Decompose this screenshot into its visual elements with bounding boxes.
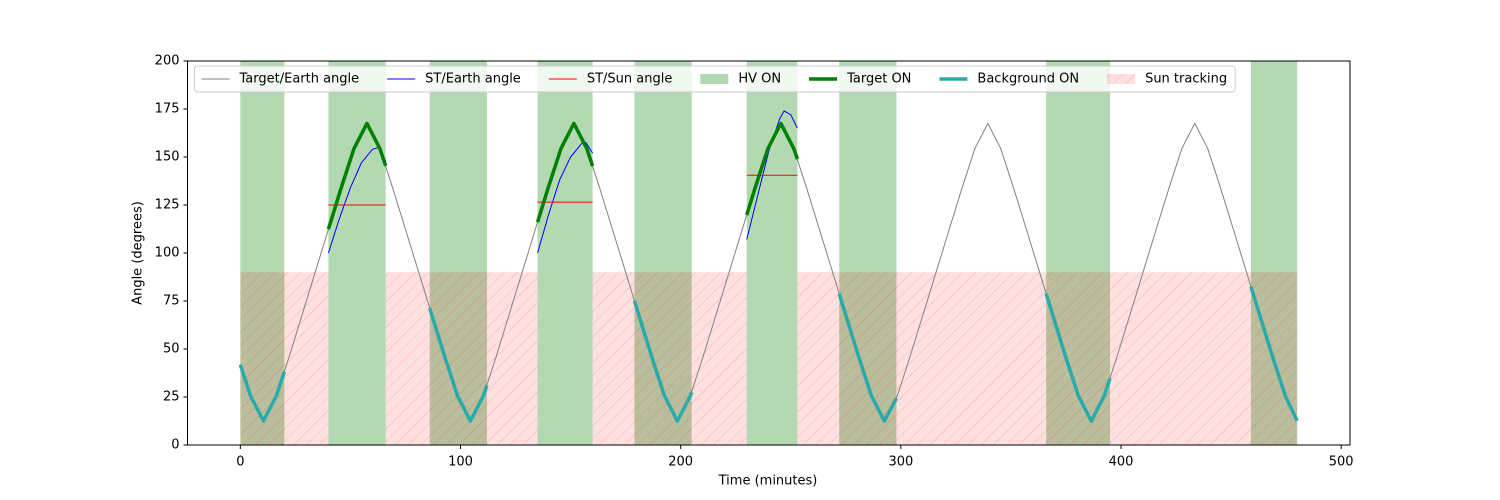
legend-swatch-hatch [1107, 74, 1136, 84]
legend-label: Target/Earth angle [239, 72, 360, 87]
y-tick-label: 200 [155, 54, 180, 69]
legend-label: ST/Earth angle [425, 72, 521, 87]
legend-label: HV ON [738, 72, 781, 87]
x-tick-label: 300 [888, 455, 913, 470]
y-axis-label: Angle (degrees) [131, 201, 146, 305]
span [746, 61, 798, 445]
y-tick-label: 100 [155, 246, 180, 261]
y-tick-label: 175 [155, 102, 180, 117]
line [326, 121, 800, 230]
y-tick-label: 125 [155, 198, 180, 213]
span-hatch [592, 272, 747, 445]
y-tick-label: 0 [171, 438, 179, 453]
legend: Target/Earth angle ST/Earth angle ST/Sun a… [194, 65, 1236, 93]
span [537, 61, 593, 445]
legend-label: Sun tracking [1145, 72, 1227, 87]
x-tick-label: 400 [1109, 455, 1134, 470]
line [328, 174, 798, 206]
y-tick-label: 75 [163, 294, 180, 309]
legend-label: Target ON [846, 72, 911, 87]
legend-label: Background ON [977, 72, 1079, 87]
line [238, 286, 1299, 423]
y-tick-label: 25 [163, 390, 180, 405]
plot-area [238, 61, 1299, 445]
x-tick-label: 500 [1329, 455, 1354, 470]
y-tick-label: 50 [163, 342, 180, 357]
legend-box [194, 65, 1236, 93]
span-hatch [240, 272, 329, 445]
axes: 0 100 200 300 400 500 0 25 50 75 100 125 150 175 200 [155, 54, 1354, 470]
x-axis-label: Time (minutes) [718, 474, 818, 489]
x-tick-label: 200 [668, 455, 693, 470]
legend-label: ST/Sun angle [587, 72, 673, 87]
x-tick-label: 100 [448, 455, 473, 470]
span-hatch [385, 272, 538, 445]
y-tick-label: 150 [155, 150, 180, 165]
span [328, 61, 386, 445]
legend-swatch [700, 74, 729, 84]
x-tick-label: 0 [236, 455, 244, 470]
